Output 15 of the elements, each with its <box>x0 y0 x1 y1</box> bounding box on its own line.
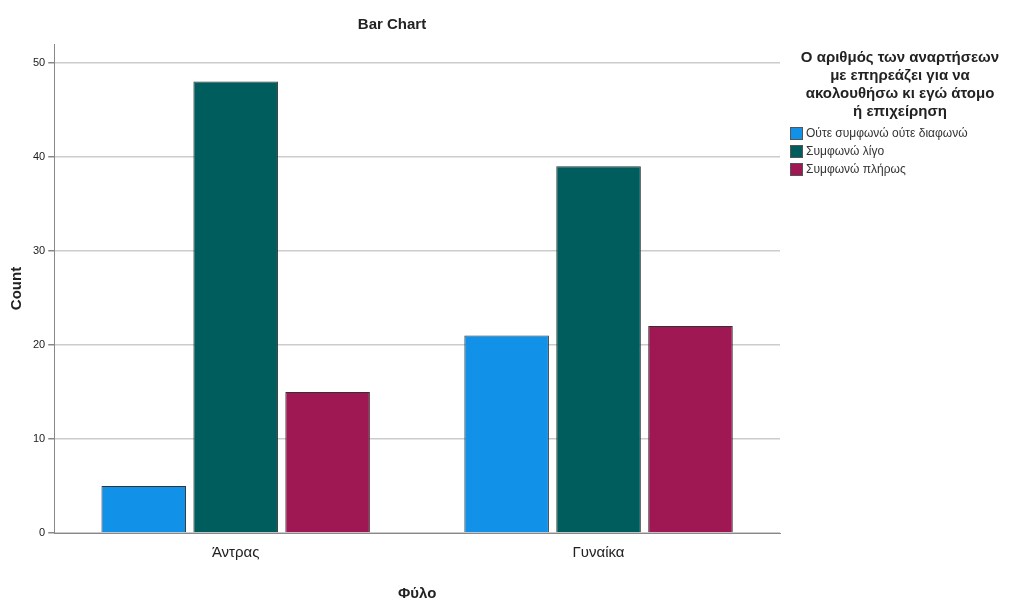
x-tick-label: Γυναίκα <box>572 543 625 561</box>
y-tick-label: 10 <box>32 431 46 444</box>
y-tick-label: 40 <box>32 149 46 162</box>
legend-title: Ο αριθμός των αναρτήσεων με επηρεάζει για να ακολουθήσω κι εγώ άτομο ή επιχείρηση <box>800 48 1000 120</box>
legend-label: Συμφωνώ λίγο <box>806 144 885 158</box>
y-tick-label: 20 <box>32 337 46 350</box>
x-tick-label: Άντρας <box>211 543 260 561</box>
legend-label: Συμφωνώ πλήρως <box>806 162 906 176</box>
x-axis-title: Φύλο <box>397 584 437 602</box>
legend-label: Ούτε συμφωνώ ούτε διαφωνώ <box>806 126 968 140</box>
y-tick-label: 50 <box>32 55 46 68</box>
y-tick-label: 0 <box>39 526 46 539</box>
y-tick-label: 30 <box>32 243 46 256</box>
y-axis-title: Count <box>7 266 25 311</box>
chart-title: Bar Chart <box>357 15 427 33</box>
